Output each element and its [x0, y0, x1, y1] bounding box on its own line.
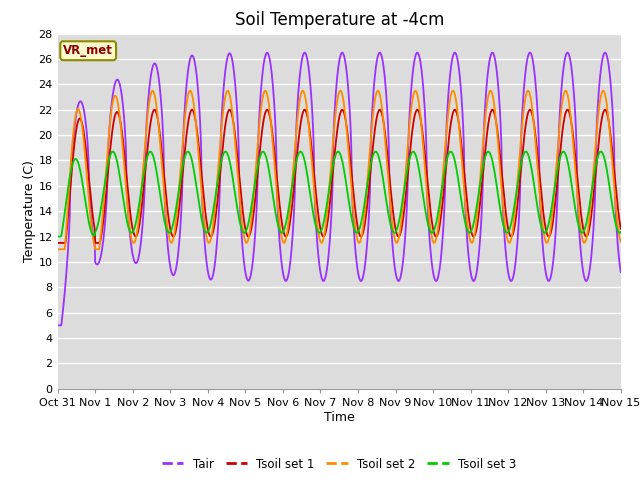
Legend: Tair, Tsoil set 1, Tsoil set 2, Tsoil set 3: Tair, Tsoil set 1, Tsoil set 2, Tsoil se…: [157, 453, 521, 475]
Y-axis label: Temperature (C): Temperature (C): [22, 160, 36, 262]
Text: VR_met: VR_met: [63, 44, 113, 57]
Title: Soil Temperature at -4cm: Soil Temperature at -4cm: [234, 11, 444, 29]
X-axis label: Time: Time: [324, 410, 355, 424]
